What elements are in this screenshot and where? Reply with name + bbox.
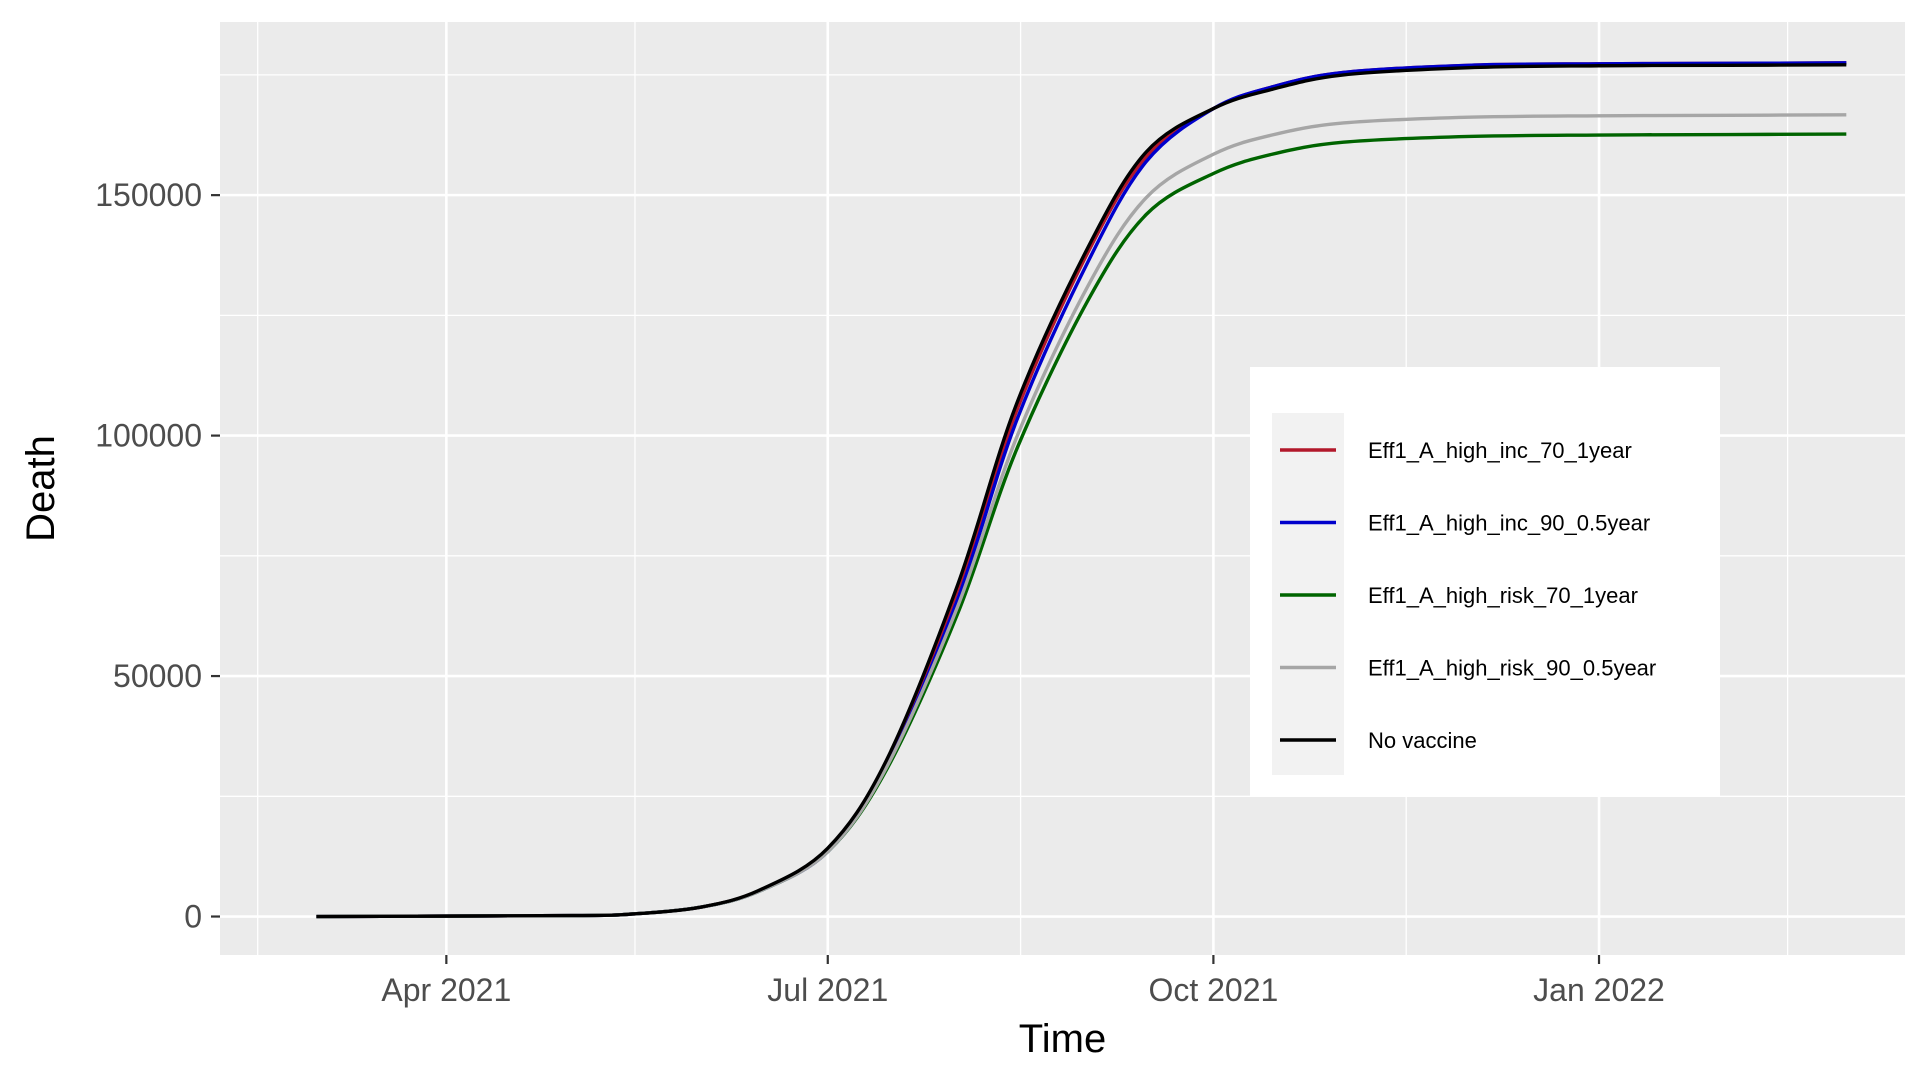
legend-label-2: Eff1_A_high_inc_90_0.5year: [1368, 511, 1650, 536]
axis-ticks: [211, 194, 1601, 964]
legend-label-1: Eff1_A_high_inc_70_1year: [1368, 438, 1632, 463]
legend-label-3: Eff1_A_high_risk_70_1year: [1368, 583, 1638, 608]
series-lines: [316, 61, 1847, 919]
y-tick-labels: 0 50000 100000 150000: [95, 177, 202, 934]
y-tick-label: 50000: [113, 658, 202, 694]
y-tick-label: 0: [184, 899, 202, 935]
legend-label-5: No vaccine: [1368, 728, 1477, 753]
x-tick-label: Jan 2022: [1533, 972, 1665, 1008]
series-line-5: [316, 63, 1847, 919]
x-tick-label: Apr 2021: [381, 972, 511, 1008]
x-tick-label: Oct 2021: [1148, 972, 1278, 1008]
y-tick-label: 150000: [95, 177, 202, 213]
x-tick-labels: Apr 2021 Jul 2021 Oct 2021 Jan 2022: [381, 972, 1664, 1008]
x-axis-title: Time: [1019, 1017, 1106, 1061]
legend: Eff1_A_high_inc_70_1year Eff1_A_high_inc_…: [1250, 367, 1720, 797]
x-tick-label: Jul 2021: [767, 972, 888, 1008]
y-axis-title: Death: [19, 435, 63, 542]
legend-label-4: Eff1_A_high_risk_90_0.5year: [1368, 656, 1656, 681]
y-tick-label: 100000: [95, 418, 202, 454]
